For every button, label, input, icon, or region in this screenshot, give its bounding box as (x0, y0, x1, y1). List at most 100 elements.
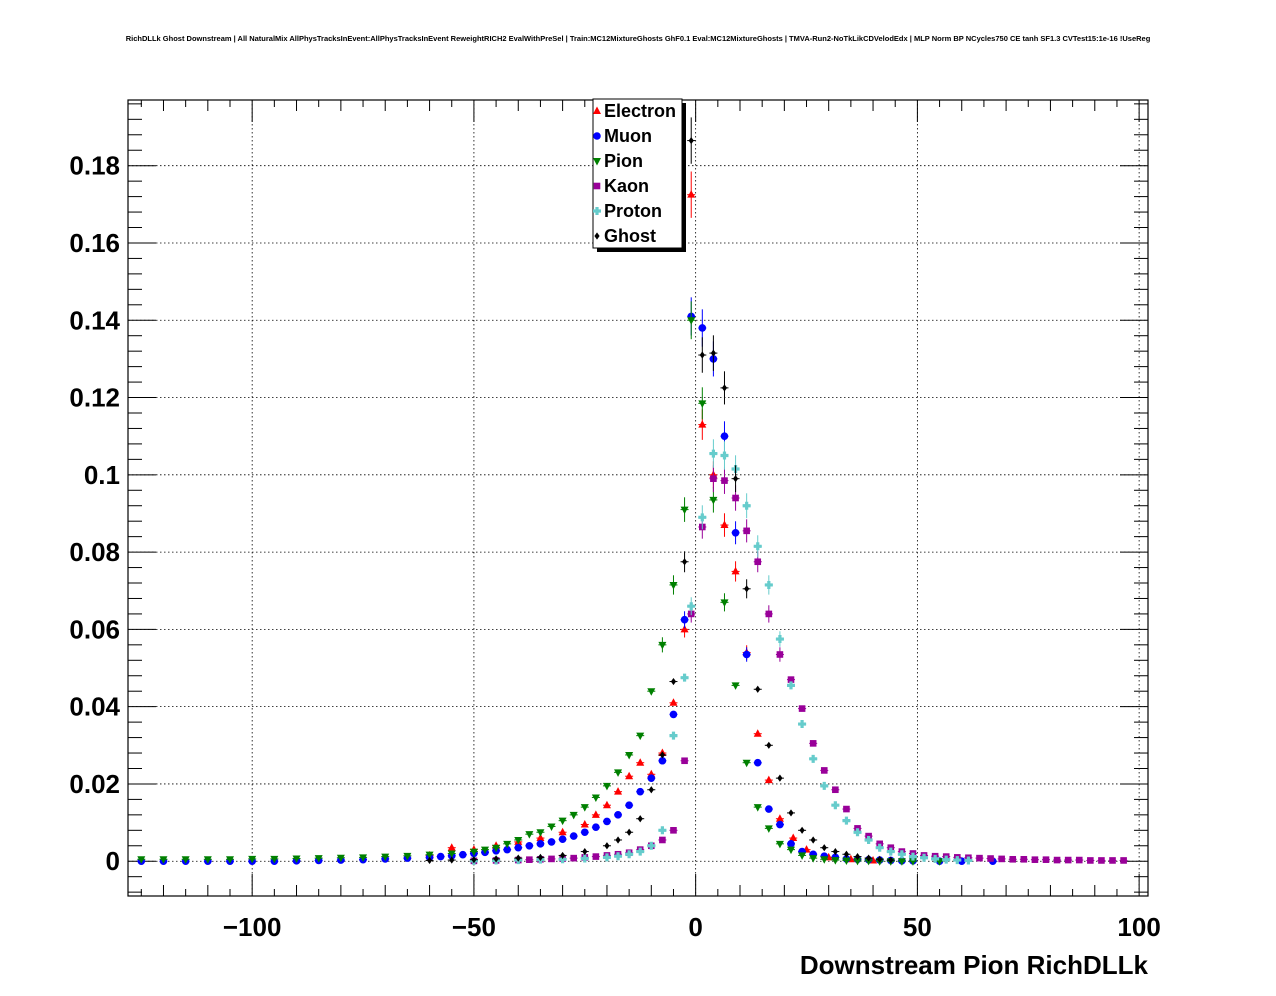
data-point-kaon (570, 854, 577, 862)
data-point-proton (698, 513, 707, 522)
legend-marker-electron (593, 106, 601, 114)
data-point-proton (558, 855, 567, 864)
data-point-muon (647, 774, 656, 782)
data-point-pion (680, 506, 689, 515)
data-point-proton (831, 801, 840, 810)
data-point-pion (908, 858, 917, 866)
data-point-kaon (754, 558, 762, 566)
data-point-kaon (832, 786, 839, 794)
data-point-ghost (843, 850, 850, 858)
data-point-muon (525, 841, 534, 850)
data-point-proton (742, 501, 751, 510)
data-point-muon (459, 850, 467, 859)
data-point-muon (698, 324, 707, 332)
data-point-kaon (732, 494, 739, 502)
y-tick-label: 0.18 (69, 151, 120, 181)
x-tick-label: 0 (688, 912, 702, 942)
data-point-ghost (426, 856, 433, 865)
data-point-kaon (820, 767, 828, 774)
data-point-electron (753, 729, 762, 737)
data-point-pion (469, 848, 478, 857)
data-point-muon (636, 787, 645, 796)
data-point-proton (614, 852, 623, 861)
data-point-pion (447, 850, 456, 858)
data-point-proton (580, 854, 589, 863)
data-point-kaon (998, 855, 1005, 863)
data-point-pion (687, 317, 696, 325)
data-point-kaon (798, 705, 806, 712)
data-point-electron (720, 520, 729, 529)
data-point-proton (853, 828, 862, 837)
data-point-electron (764, 775, 773, 784)
data-point-electron (731, 566, 740, 575)
data-point-electron (625, 771, 634, 780)
data-point-kaon (1009, 855, 1017, 863)
data-point-proton (669, 731, 678, 740)
data-point-pion (159, 856, 168, 864)
data-point-pion (536, 829, 545, 837)
series-ghost (425, 117, 895, 865)
data-point-proton (775, 635, 784, 644)
data-point-pion (831, 857, 840, 865)
data-point-pion (270, 855, 279, 864)
legend-marker-muon (593, 132, 601, 140)
data-point-kaon (592, 853, 600, 860)
data-point-pion (731, 682, 740, 690)
data-point-muon (742, 650, 751, 659)
y-tick-label: 0 (106, 846, 120, 876)
data-point-pion (853, 857, 862, 866)
data-point-proton (875, 843, 884, 852)
data-point-muon (514, 843, 523, 852)
legend-item-proton: Proton (593, 201, 662, 221)
data-point-proton (809, 754, 818, 763)
legend-item-pion: Pion (593, 151, 643, 171)
data-point-pion (292, 855, 301, 864)
data-point-muon (625, 801, 633, 809)
data-point-proton (942, 855, 951, 864)
data-point-kaon (843, 805, 850, 813)
data-point-ghost (615, 836, 621, 844)
data-point-electron (775, 814, 784, 822)
data-point-proton (798, 720, 807, 729)
data-point-pion (314, 855, 323, 863)
data-point-pion (336, 854, 345, 863)
data-point-ghost (877, 855, 883, 863)
data-point-ghost (688, 136, 694, 145)
y-tick-label: 0.16 (69, 228, 120, 258)
data-point-pion (481, 846, 489, 855)
data-point-pion (669, 581, 678, 590)
data-point-pion (897, 858, 906, 866)
data-point-ghost (810, 836, 816, 844)
data-point-kaon (670, 827, 677, 834)
data-point-proton (680, 673, 689, 682)
data-point-pion (787, 846, 795, 855)
data-point-proton (764, 580, 773, 589)
data-point-pion (614, 769, 623, 777)
data-point-proton (897, 850, 906, 859)
data-point-electron (698, 420, 707, 428)
plot-title: RichDLLk Ghost Downstream | All NaturalM… (125, 34, 1151, 43)
data-point-pion (647, 688, 656, 696)
data-point-pion (137, 856, 146, 864)
legend-box (592, 98, 683, 249)
data-point-ghost (515, 854, 521, 862)
data-point-ghost (637, 815, 643, 823)
data-point-electron (669, 698, 678, 706)
legend-marker-kaon (593, 182, 601, 190)
data-point-pion (625, 751, 634, 760)
data-point-proton (753, 542, 762, 551)
data-point-pion (798, 852, 807, 860)
data-point-pion (403, 852, 412, 861)
data-point-proton (787, 681, 796, 690)
data-point-electron (447, 843, 456, 851)
data-point-ghost (648, 786, 654, 794)
data-point-proton (687, 602, 696, 611)
data-point-electron (602, 800, 611, 809)
data-point-pion (753, 804, 762, 812)
data-point-proton (720, 451, 729, 460)
data-point-ghost (560, 851, 566, 860)
data-point-kaon (526, 856, 533, 863)
data-point-proton (647, 841, 656, 850)
data-point-pion (569, 811, 578, 820)
data-point-pion (809, 855, 818, 863)
